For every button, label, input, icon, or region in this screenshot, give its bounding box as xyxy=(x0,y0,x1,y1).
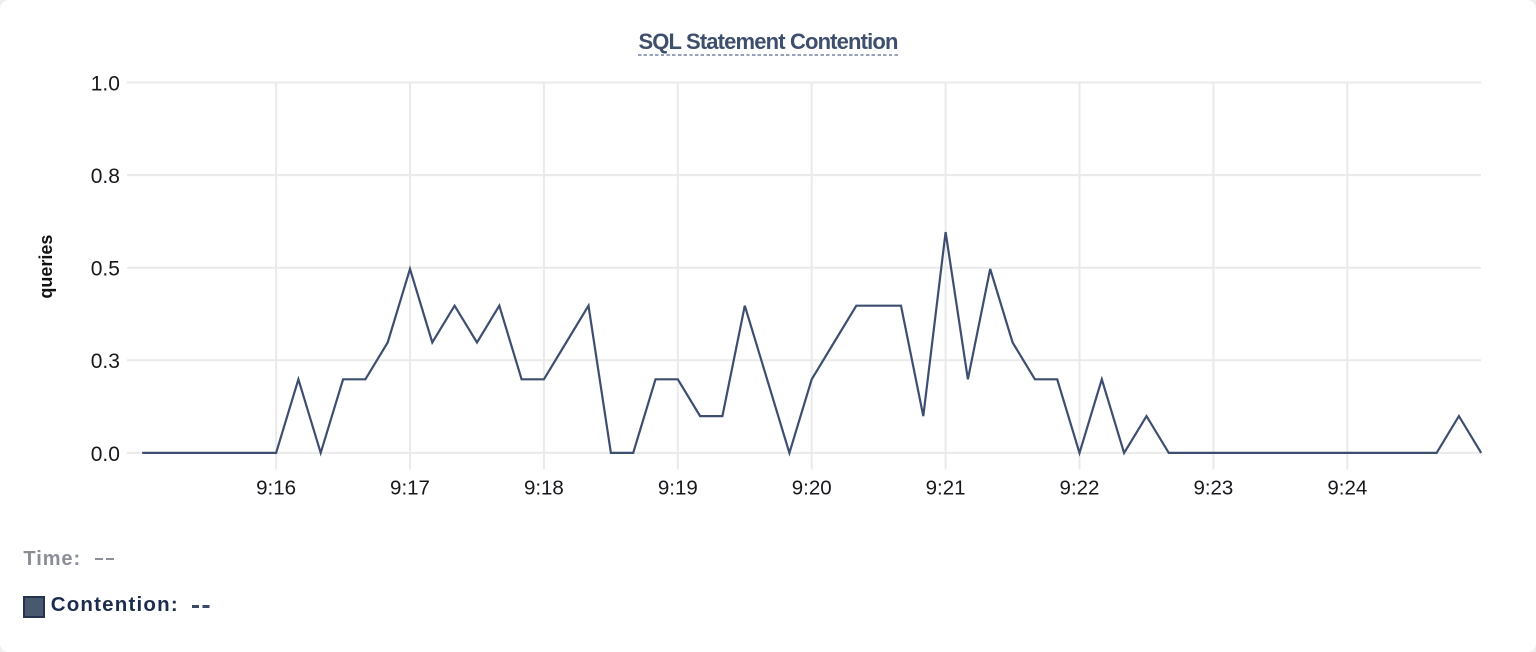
svg-text:9:24: 9:24 xyxy=(1327,476,1367,499)
svg-text:0.5: 0.5 xyxy=(91,258,120,281)
svg-text:0.3: 0.3 xyxy=(91,350,120,373)
svg-text:9:16: 9:16 xyxy=(256,476,296,499)
svg-text:1.0: 1.0 xyxy=(91,72,120,95)
svg-text:9:17: 9:17 xyxy=(390,476,430,499)
svg-text:9:21: 9:21 xyxy=(926,476,966,499)
svg-text:queries: queries xyxy=(36,235,56,299)
svg-text:9:18: 9:18 xyxy=(524,476,564,499)
svg-text:9:19: 9:19 xyxy=(658,476,698,499)
svg-text:9:20: 9:20 xyxy=(792,476,832,499)
svg-text:9:22: 9:22 xyxy=(1060,476,1100,499)
svg-text:0.0: 0.0 xyxy=(91,443,120,466)
svg-text:0.8: 0.8 xyxy=(91,165,120,188)
svg-text:9:23: 9:23 xyxy=(1193,476,1233,499)
